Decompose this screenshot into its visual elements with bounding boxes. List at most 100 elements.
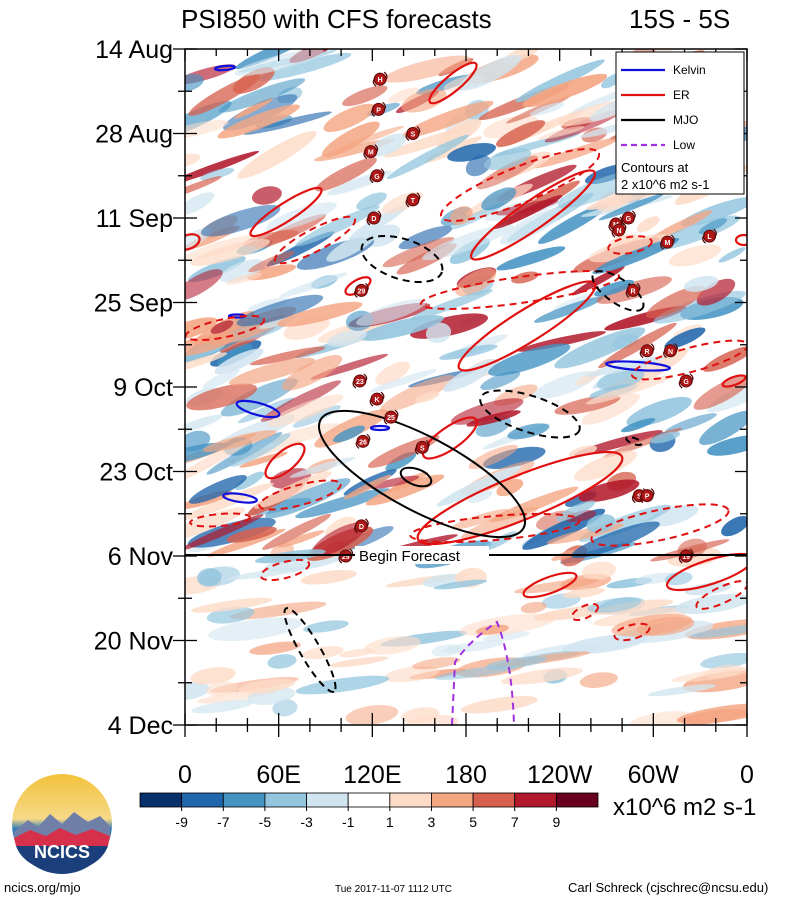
field-patch	[594, 279, 635, 297]
field-patch	[365, 474, 445, 506]
field-patch	[185, 192, 215, 216]
field-patch	[339, 648, 375, 658]
storm-label: 29	[358, 288, 366, 295]
field-patch	[598, 322, 677, 369]
forecast-label: Begin Forecast	[359, 548, 461, 565]
colorbar-label: -1	[342, 814, 355, 830]
field-patch	[190, 239, 270, 266]
field-patch	[229, 601, 327, 620]
field-patch	[218, 78, 306, 113]
x-axis: 0 60E 120E 180 120W 60W 0	[178, 49, 754, 789]
field-patch	[185, 414, 223, 434]
mjo-contours	[317, 409, 527, 539]
field-patch	[636, 216, 660, 233]
field-patch	[267, 654, 297, 669]
field-patch	[260, 380, 341, 422]
storm-label: L	[707, 234, 712, 241]
field-patch	[628, 711, 696, 725]
colorbar-swatch	[181, 792, 224, 808]
colorbar: -9 -7 -5 -3 -1 1 3 5 7 9	[139, 792, 599, 830]
footer-timestamp: Tue 2017-11-07 1112 UTC	[335, 884, 452, 895]
field-patch	[382, 237, 455, 268]
field-patch	[488, 343, 571, 376]
x-tick-label: 120E	[343, 761, 401, 789]
field-patch	[333, 425, 365, 443]
storm-label: P	[645, 494, 650, 501]
field-patch	[681, 708, 747, 725]
storm-label: D	[371, 216, 376, 223]
field-patch	[191, 700, 254, 714]
field-patch	[684, 582, 732, 596]
storm-label: G	[683, 379, 689, 386]
field-patch	[460, 695, 538, 714]
field-patch	[483, 115, 538, 139]
field-patch	[333, 125, 405, 152]
storm-marker: M	[363, 144, 379, 160]
colorbar-swatch	[431, 792, 474, 808]
field-patch	[267, 394, 344, 427]
field-patch	[480, 370, 521, 391]
field-patch	[219, 259, 265, 283]
field-patch	[257, 52, 352, 81]
field-patch	[451, 508, 510, 530]
field-patch	[185, 430, 211, 452]
storm-marker: 23	[352, 373, 368, 389]
storm-label: P	[376, 107, 381, 114]
legend-mjo-label: MJO	[673, 113, 698, 127]
field-patch	[482, 631, 530, 642]
field-patch	[217, 104, 300, 139]
field-patch	[457, 54, 522, 91]
field-patch	[490, 486, 579, 523]
x-tick-label: 180	[445, 761, 487, 789]
field-patch	[234, 49, 324, 76]
field-patch	[579, 672, 618, 688]
field-patch	[295, 675, 390, 695]
field-patch	[718, 247, 746, 263]
storm-label: N	[616, 228, 621, 235]
colorbar-label: 7	[511, 814, 519, 830]
field-patch	[401, 88, 447, 113]
y-tick-label: 4 Dec	[108, 712, 173, 740]
field-patch	[517, 331, 607, 352]
field-patch	[707, 373, 747, 413]
storm-label: 26	[359, 439, 367, 446]
field-patch	[249, 641, 301, 655]
logo-text: NCICS	[34, 842, 90, 862]
storm-marker: G	[620, 210, 636, 226]
storm-marker: D	[354, 518, 369, 534]
field-patch	[375, 361, 410, 385]
field-patch	[587, 597, 642, 613]
colorbar-swatch	[139, 792, 183, 808]
field-patch	[646, 285, 706, 319]
field-patch	[188, 74, 261, 116]
storm-label: S	[420, 445, 425, 452]
y-tick-label: 25 Sep	[94, 290, 173, 318]
unit-label: x10^6 m2 s-1	[613, 794, 756, 821]
y-tick-label: 23 Oct	[99, 459, 173, 487]
field-patch	[499, 207, 564, 245]
field-patch	[598, 193, 664, 221]
mjo-contours-negative	[283, 234, 645, 693]
low-contour	[451, 620, 515, 725]
er-contours	[185, 61, 747, 599]
field-patch	[533, 137, 620, 169]
storm-label: S	[637, 494, 642, 501]
field-patch	[581, 393, 640, 425]
field-patch	[568, 445, 598, 458]
field-patch	[229, 357, 316, 386]
field-patch	[562, 587, 605, 599]
field-patch	[515, 59, 605, 103]
field-patch	[186, 383, 258, 411]
field-patch	[326, 229, 379, 262]
y-tick-label: 9 Oct	[113, 374, 173, 402]
field-patch	[664, 571, 693, 586]
field-patch	[384, 665, 440, 683]
field-patch	[277, 301, 363, 327]
storm-label: 29	[342, 554, 350, 561]
legend-er-label: ER	[673, 88, 690, 102]
storm-marker: L	[702, 228, 717, 244]
field-patch	[329, 656, 389, 668]
field-patch	[433, 579, 488, 590]
storm-label: H	[378, 77, 383, 84]
field-patch	[323, 103, 376, 132]
